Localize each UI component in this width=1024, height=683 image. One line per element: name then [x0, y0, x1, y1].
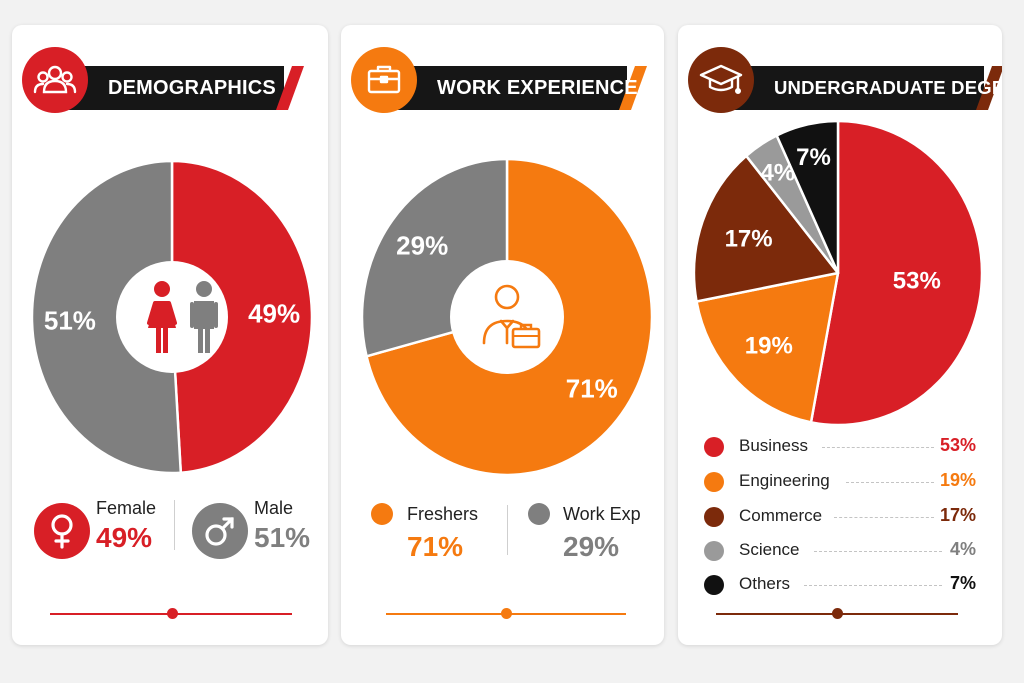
legend-leader [804, 585, 942, 586]
legend-value: 7% [949, 573, 976, 593]
data-label-female: 49% [248, 298, 300, 328]
data-label-science: 4% [760, 159, 795, 186]
pie-slice-business [809, 119, 984, 427]
pie-slice-others [775, 119, 840, 275]
legend-label-male: Male [254, 498, 294, 518]
data-label-others: 7% [796, 144, 831, 171]
female-symbol-icon [34, 503, 90, 559]
female-male-figures-icon [147, 281, 218, 353]
legend-label-work-exp: Work Exp [563, 504, 641, 524]
legend-swatch [704, 541, 724, 561]
undergraduate-degree-header: UNDERGRADUATE DEGREE [688, 47, 1002, 113]
data-label-commerce: 17% [725, 226, 773, 253]
legend-divider [507, 505, 508, 555]
legend-row-science: Science 4% [704, 536, 976, 566]
legend-value: 4% [949, 539, 976, 559]
legend-leader [846, 482, 934, 483]
legend-row-commerce: Commerce 17% [704, 502, 976, 532]
panel-title: DEMOGRAPHICS [108, 77, 276, 99]
header-bar [726, 66, 984, 110]
legend-label: Business [739, 436, 808, 455]
briefcase-icon [351, 47, 417, 113]
legend-label-female: Female [96, 498, 157, 518]
footer-rule-dot [832, 608, 843, 619]
legend-swatch-work-exp [528, 503, 550, 525]
data-label-work-exp: 29% [396, 230, 448, 260]
legend-leader [834, 517, 934, 518]
legend-value: 17% [939, 505, 976, 525]
data-label-business: 53% [893, 267, 941, 294]
legend-row-others: Others 7% [704, 570, 976, 600]
header-bar [60, 66, 284, 110]
demographics-header: DEMOGRAPHICS [22, 47, 322, 113]
legend-label-freshers: Freshers [407, 504, 479, 524]
undergraduate-degree-panel: UNDERGRADUATE DEGREE 53%19%17%4%7% Busin… [678, 25, 1002, 645]
legend-divider [174, 500, 175, 550]
pie-slice-commerce [692, 154, 840, 303]
legend-label: Others [739, 574, 791, 593]
legend-swatch [704, 507, 724, 527]
professional-with-briefcase-icon [482, 284, 541, 349]
legend-swatch [704, 575, 724, 595]
work-experience-panel: WORK EXPERIENCE 71% 29% Freshers 71% Work… [341, 25, 664, 645]
donut-center [450, 260, 564, 374]
legend-leader [814, 551, 942, 552]
legend-label: Commerce [739, 506, 823, 525]
demographics-panel: DEMOGRAPHICS 49% 51% Female [12, 25, 328, 645]
legend-value-work-exp: 29% [563, 531, 620, 562]
legend-label: Science [739, 540, 800, 559]
legend-value-freshers: 71% [407, 531, 464, 562]
footer-rule-dot [501, 608, 512, 619]
legend-value: 53% [939, 435, 976, 455]
demographics-pie-chart: 49% 51% [30, 159, 314, 475]
work-experience-header: WORK EXPERIENCE [351, 47, 651, 113]
header-bar [389, 66, 627, 110]
data-label-engineering: 19% [745, 333, 793, 360]
data-label-male: 51% [44, 306, 96, 336]
legend-swatch-freshers [371, 503, 393, 525]
legend-value-female: 49% [96, 522, 153, 553]
undergraduate-degree-pie-chart: 53% 19% 17% 4%7% [692, 119, 984, 427]
pie-slice-engineering [695, 271, 840, 424]
panel-title: UNDERGRADUATE DEGREE [774, 77, 1002, 98]
legend-leader [822, 447, 934, 448]
male-symbol-icon [192, 503, 248, 559]
legend-row-engineering: Engineering 19% [704, 467, 976, 497]
work-experience-pie-chart: 71% 29% [360, 157, 654, 477]
legend-value: 19% [939, 470, 976, 490]
footer-rule-dot [167, 608, 178, 619]
graduation-cap-icon [688, 47, 754, 113]
data-label-freshers: 71% [566, 374, 618, 404]
legend-swatch [704, 472, 724, 492]
legend-value-male: 51% [254, 522, 311, 553]
pie-slice-male [30, 159, 183, 475]
panel-title: WORK EXPERIENCE [437, 77, 638, 99]
legend-swatch [704, 437, 724, 457]
people-group-icon [22, 47, 88, 113]
legend-row-business: Business 53% [704, 432, 976, 462]
pie-slice-female [170, 159, 314, 474]
legend-label: Engineering [739, 471, 830, 490]
